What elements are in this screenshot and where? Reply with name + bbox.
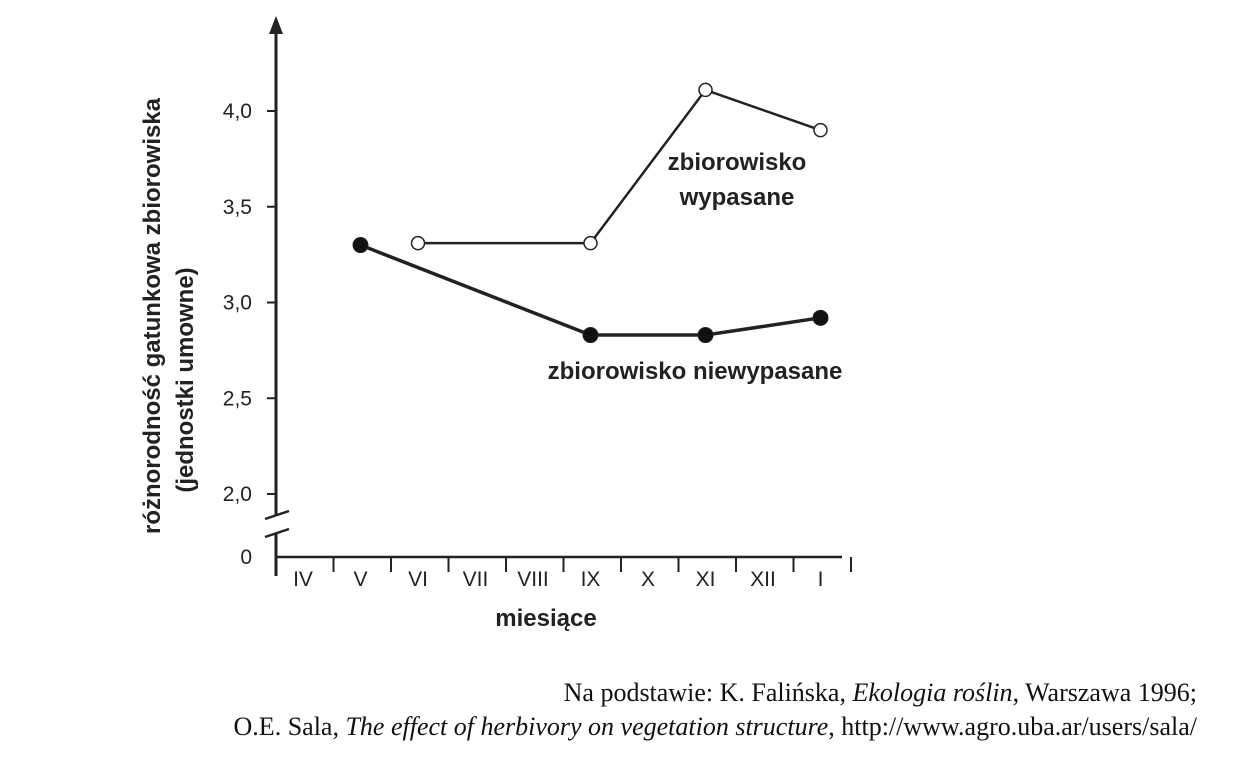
x-tick-label: I bbox=[818, 568, 824, 591]
axis-break-mark-2 bbox=[264, 527, 290, 539]
data-point-series-1 bbox=[812, 309, 829, 326]
series-line-0 bbox=[418, 88, 821, 245]
series-label-grazed-line2: wypasane bbox=[679, 184, 795, 211]
source-citation-2: O.E. Sala, The effect of herbivory on ve… bbox=[47, 710, 1197, 744]
y-tick-label: 2,0 bbox=[223, 483, 252, 506]
x-axis: IV V VI VII VIII IX X XI XII I miesiące bbox=[275, 555, 852, 632]
y-axis-title: różnorodność gatunkowa zbiorowiska (jedn… bbox=[139, 97, 199, 534]
x-axis-label: miesiące bbox=[495, 605, 596, 632]
data-point-series-0 bbox=[583, 235, 598, 251]
data-point-series-0 bbox=[698, 82, 713, 98]
y-tick-label: 3,5 bbox=[223, 196, 252, 219]
y-axis-arrow-icon bbox=[269, 16, 283, 34]
y-tick-label: 4,0 bbox=[223, 100, 252, 123]
data-point-series-1 bbox=[582, 327, 599, 344]
y-ticks: 4,0 3,5 3,0 2,5 2,0 bbox=[223, 100, 276, 506]
series-layer bbox=[352, 82, 829, 344]
x-tick-label: XII bbox=[750, 568, 776, 591]
chart-figure: różnorodność gatunkowa zbiorowiska (jedn… bbox=[139, 16, 852, 632]
x-tick-label: IV bbox=[293, 568, 313, 591]
axis-break-mark-1 bbox=[264, 509, 290, 521]
source-citation-1: Na podstawie: K. Falińska, Ekologia rośl… bbox=[47, 676, 1197, 710]
y-axis-sublabel: (jednostki umowne) bbox=[172, 267, 199, 492]
data-point-series-1 bbox=[697, 327, 714, 344]
source-1-suffix: , Warszawa 1996; bbox=[1012, 678, 1197, 707]
data-point-series-0 bbox=[813, 122, 828, 138]
series-labels: zbiorowisko wypasane zbiorowisko niewypa… bbox=[548, 149, 843, 385]
x-tick-label: XI bbox=[696, 568, 716, 591]
series-line-1 bbox=[359, 243, 821, 337]
y-tick-label: 2,5 bbox=[223, 387, 252, 410]
y-tick-zero: 0 bbox=[240, 546, 252, 569]
source-2-suffix: , http://www.agro.uba.ar/users/sala/ bbox=[828, 712, 1197, 741]
source-1-title: Ekologia roślin bbox=[852, 678, 1013, 707]
series-label-grazed-line1: zbiorowisko bbox=[668, 149, 807, 176]
y-axis: 4,0 3,5 3,0 2,5 2,0 0 bbox=[223, 16, 290, 576]
source-2-prefix: O.E. Sala, bbox=[233, 712, 346, 741]
y-tick-label: 3,0 bbox=[223, 292, 252, 315]
x-ticks: IV V VI VII VIII IX X XI XII I bbox=[275, 557, 852, 591]
y-axis-label: różnorodność gatunkowa zbiorowiska bbox=[139, 97, 166, 534]
x-tick-label: V bbox=[353, 568, 367, 591]
data-point-series-1 bbox=[352, 237, 369, 254]
x-tick-label: IX bbox=[581, 568, 601, 591]
source-1-prefix: Na podstawie: K. Falińska, bbox=[563, 678, 853, 707]
x-tick-label: VI bbox=[408, 568, 428, 591]
x-tick-label: X bbox=[641, 568, 655, 591]
data-point-series-0 bbox=[410, 235, 426, 251]
series-label-ungrazed: zbiorowisko niewypasane bbox=[548, 358, 843, 385]
source-2-title: The effect of herbivory on vegetation st… bbox=[345, 712, 829, 741]
x-tick-label: VIII bbox=[517, 568, 549, 591]
x-tick-label: VII bbox=[463, 568, 489, 591]
